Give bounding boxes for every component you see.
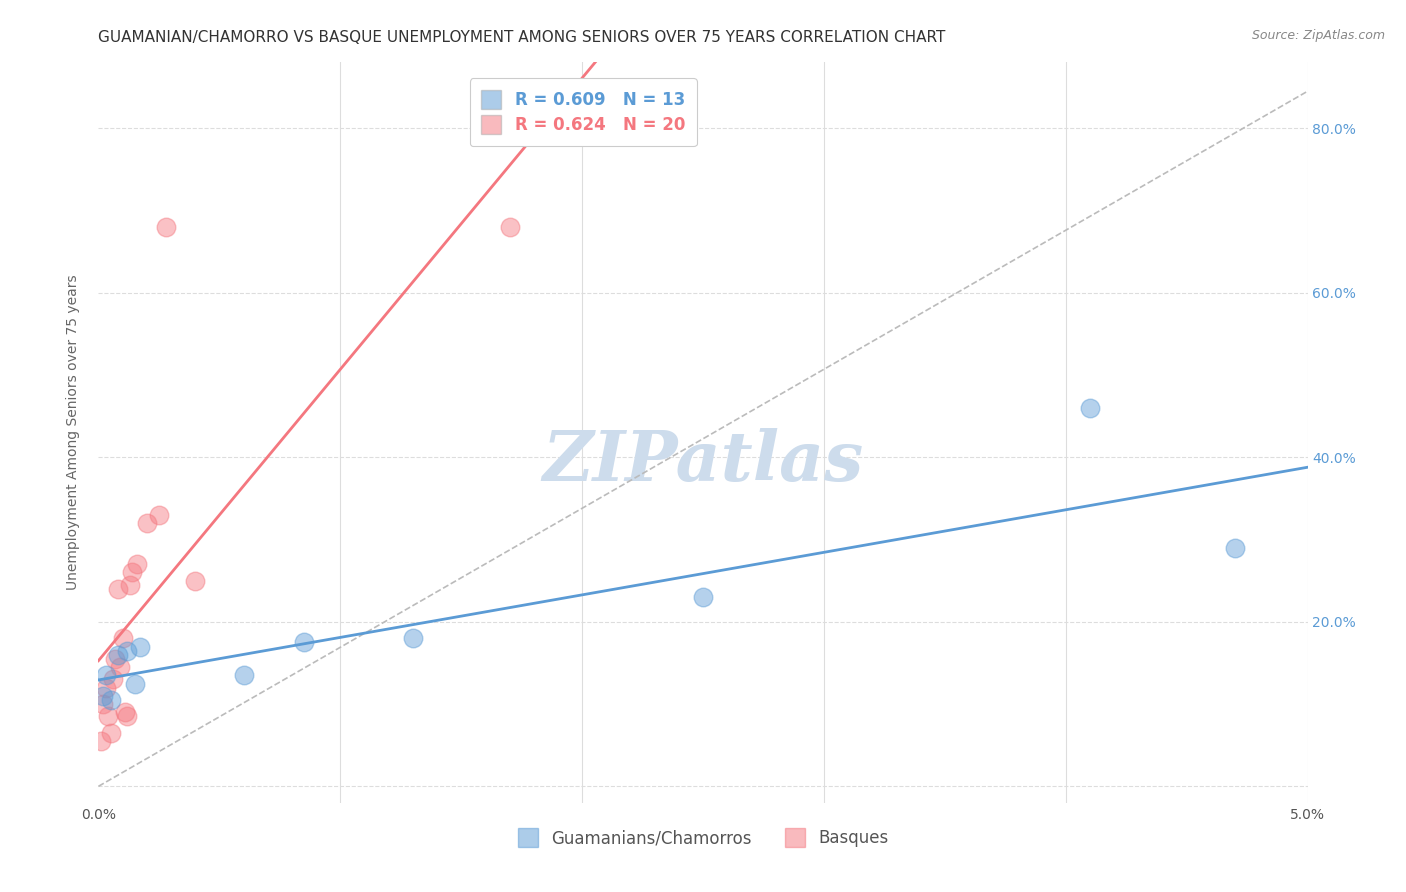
Point — [692, 590, 714, 604]
Point — [1078, 401, 1101, 415]
Legend: Guamanians/Chamorros, Basques: Guamanians/Chamorros, Basques — [508, 818, 898, 857]
Y-axis label: Unemployment Among Seniors over 75 years: Unemployment Among Seniors over 75 years — [66, 275, 80, 591]
Point — [114, 706, 136, 720]
Point — [292, 635, 315, 649]
Point — [91, 689, 114, 703]
Point — [135, 516, 157, 530]
Point — [127, 558, 149, 572]
Point — [100, 693, 122, 707]
Point — [118, 578, 141, 592]
Point — [128, 640, 150, 654]
Point — [184, 574, 207, 588]
Point — [124, 676, 146, 690]
Point — [1223, 541, 1246, 555]
Point — [117, 643, 139, 657]
Text: ZIPatlas: ZIPatlas — [543, 428, 863, 496]
Point — [101, 673, 124, 687]
Point — [107, 582, 129, 596]
Point — [402, 632, 425, 646]
Point — [100, 726, 122, 740]
Point — [90, 734, 112, 748]
Point — [104, 652, 127, 666]
Point — [108, 660, 131, 674]
Point — [121, 566, 143, 580]
Point — [148, 508, 170, 522]
Point — [97, 709, 120, 723]
Point — [117, 709, 139, 723]
Point — [111, 632, 134, 646]
Point — [94, 668, 117, 682]
Point — [155, 219, 177, 234]
Point — [498, 219, 520, 234]
Text: GUAMANIAN/CHAMORRO VS BASQUE UNEMPLOYMENT AMONG SENIORS OVER 75 YEARS CORRELATIO: GUAMANIAN/CHAMORRO VS BASQUE UNEMPLOYMEN… — [98, 29, 946, 45]
Text: Source: ZipAtlas.com: Source: ZipAtlas.com — [1251, 29, 1385, 42]
Point — [91, 697, 114, 711]
Point — [107, 648, 129, 662]
Point — [232, 668, 254, 682]
Point — [94, 681, 117, 695]
